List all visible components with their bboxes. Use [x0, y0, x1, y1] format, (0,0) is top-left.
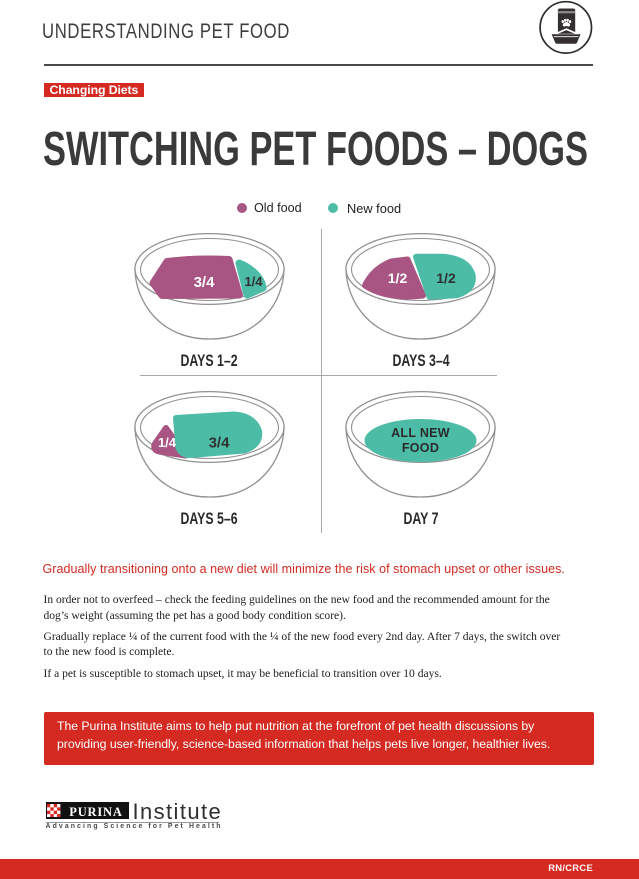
svg-text:3/4: 3/4 [194, 274, 216, 291]
svg-text:1/2: 1/2 [388, 270, 408, 286]
svg-text:1/2: 1/2 [436, 270, 456, 286]
svg-text:3/4: 3/4 [209, 435, 231, 452]
svg-text:1/4: 1/4 [158, 435, 177, 450]
svg-text:1/4: 1/4 [244, 274, 263, 289]
svg-text:FOOD: FOOD [402, 441, 439, 455]
svg-text:ALL NEW: ALL NEW [391, 426, 450, 440]
